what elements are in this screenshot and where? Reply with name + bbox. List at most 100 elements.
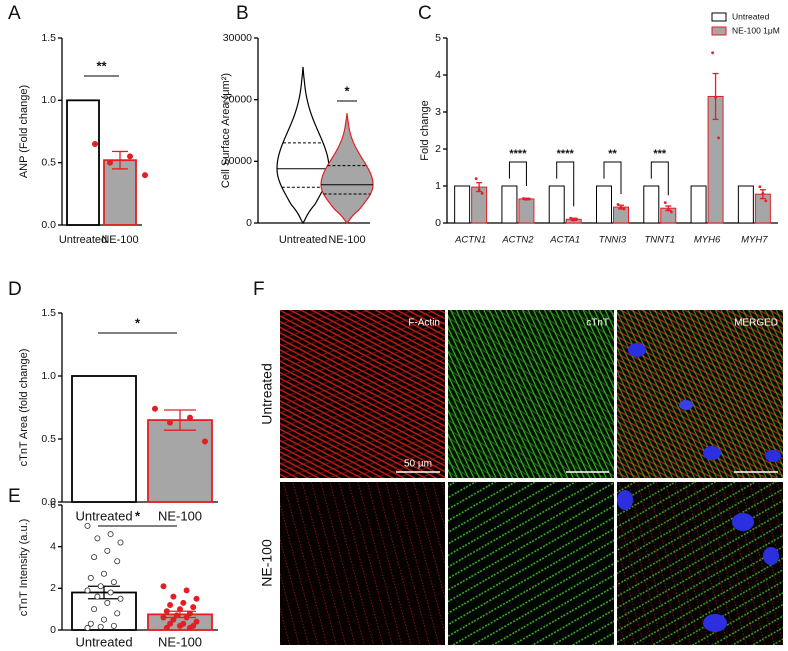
y-tick-label: 0: [246, 217, 252, 229]
y-tick-label: 0.0: [41, 496, 56, 508]
data-point: [761, 192, 765, 195]
x-tick-label: Untreated: [279, 234, 327, 246]
y-tick-label: 10000: [223, 155, 252, 167]
data-point: [474, 177, 478, 181]
nucleus: [703, 614, 727, 632]
image-texture: [617, 310, 783, 478]
y-axis-label: Fold change: [419, 100, 431, 161]
data-point: [97, 583, 104, 590]
x-tick-label: ACTN2: [501, 235, 534, 246]
legend-label: Untreated: [732, 11, 770, 21]
y-tick-label: 0.0: [41, 219, 56, 231]
data-point: [569, 216, 573, 220]
data-point: [666, 208, 670, 212]
y-axis-label: Cell Surface Area (μm²): [220, 73, 232, 188]
panel-letter: C: [418, 3, 432, 24]
row-label: Untreated: [259, 363, 275, 424]
panel-letter: D: [8, 279, 22, 300]
column-label: F-Actin: [408, 318, 440, 329]
significance-bracket: [508, 161, 527, 186]
data-point: [87, 620, 94, 627]
data-point: [711, 51, 714, 55]
x-tick-label: MYH6: [694, 235, 721, 246]
y-tick-label: 0: [435, 217, 441, 229]
data-point: [170, 593, 177, 600]
x-tick-label: NE-100: [101, 234, 138, 246]
image-texture: [280, 310, 445, 478]
y-tick-label: 6: [50, 499, 56, 511]
y-tick-label: 1.5: [41, 307, 56, 319]
data-point: [201, 438, 208, 445]
data-point: [87, 574, 94, 581]
panel-letter: B: [236, 3, 249, 24]
bar: [643, 185, 660, 224]
y-tick-label: 2: [50, 582, 56, 594]
data-point: [186, 610, 193, 617]
data-point: [91, 606, 98, 613]
data-point: [151, 405, 158, 412]
data-point: [101, 616, 108, 623]
data-point: [94, 593, 101, 600]
nucleus: [679, 400, 693, 410]
data-point: [619, 206, 623, 209]
data-point: [183, 614, 190, 621]
y-axis-label: ANP (Fold change): [18, 85, 30, 178]
data-point: [97, 623, 104, 630]
image-texture: [280, 482, 445, 645]
y-tick-label: 1: [435, 180, 441, 192]
data-point: [107, 589, 114, 596]
x-tick-label: Untreated: [75, 508, 132, 523]
y-tick-label: 3: [435, 106, 441, 118]
data-point: [170, 616, 177, 623]
data-point: [572, 218, 576, 222]
y-axis-label: cTnT Intensity (a.u.): [18, 519, 30, 617]
data-point: [183, 587, 190, 594]
nucleus: [703, 446, 721, 460]
bar: [596, 185, 612, 224]
x-tick-label: MYH7: [741, 235, 768, 246]
data-point: [186, 414, 193, 421]
panel-letter: E: [8, 486, 21, 507]
y-tick-label: 0.5: [41, 433, 56, 445]
nucleus: [732, 513, 754, 531]
panel-letter: F: [253, 279, 265, 300]
data-point: [167, 602, 174, 609]
data-point: [622, 207, 626, 211]
bar: [66, 99, 100, 226]
y-tick-label: 1.0: [41, 370, 56, 382]
y-tick-label: 5: [435, 32, 441, 44]
significance-label: ****: [509, 148, 527, 160]
data-point: [575, 217, 579, 221]
y-tick-label: 4: [435, 69, 441, 81]
data-point: [173, 612, 180, 619]
image-texture: [448, 310, 614, 478]
y-tick-label: 1.0: [41, 94, 56, 106]
data-point: [117, 595, 124, 602]
y-tick-label: 0.5: [41, 156, 56, 168]
data-point: [92, 140, 99, 147]
bar: [737, 185, 754, 224]
data-point: [141, 172, 148, 179]
nucleus: [763, 547, 779, 565]
data-point: [522, 197, 525, 200]
y-axis-label: cTnT Area (fold change): [18, 349, 30, 467]
significance-label: **: [96, 58, 107, 73]
legend-swatch: [711, 12, 727, 22]
data-point: [480, 192, 484, 195]
significance-bracket: [556, 161, 575, 207]
bar: [71, 375, 137, 503]
x-tick-label: Untreated: [59, 234, 107, 246]
data-point: [167, 620, 174, 627]
data-point: [110, 579, 117, 586]
violin: [320, 113, 374, 224]
nucleus: [628, 343, 646, 357]
data-point: [176, 622, 183, 629]
data-point: [764, 199, 768, 203]
data-point: [114, 610, 121, 617]
significance-label: **: [608, 148, 617, 160]
bar: [103, 159, 137, 226]
bar: [518, 198, 535, 224]
nucleus: [765, 450, 781, 462]
data-point: [91, 554, 98, 561]
